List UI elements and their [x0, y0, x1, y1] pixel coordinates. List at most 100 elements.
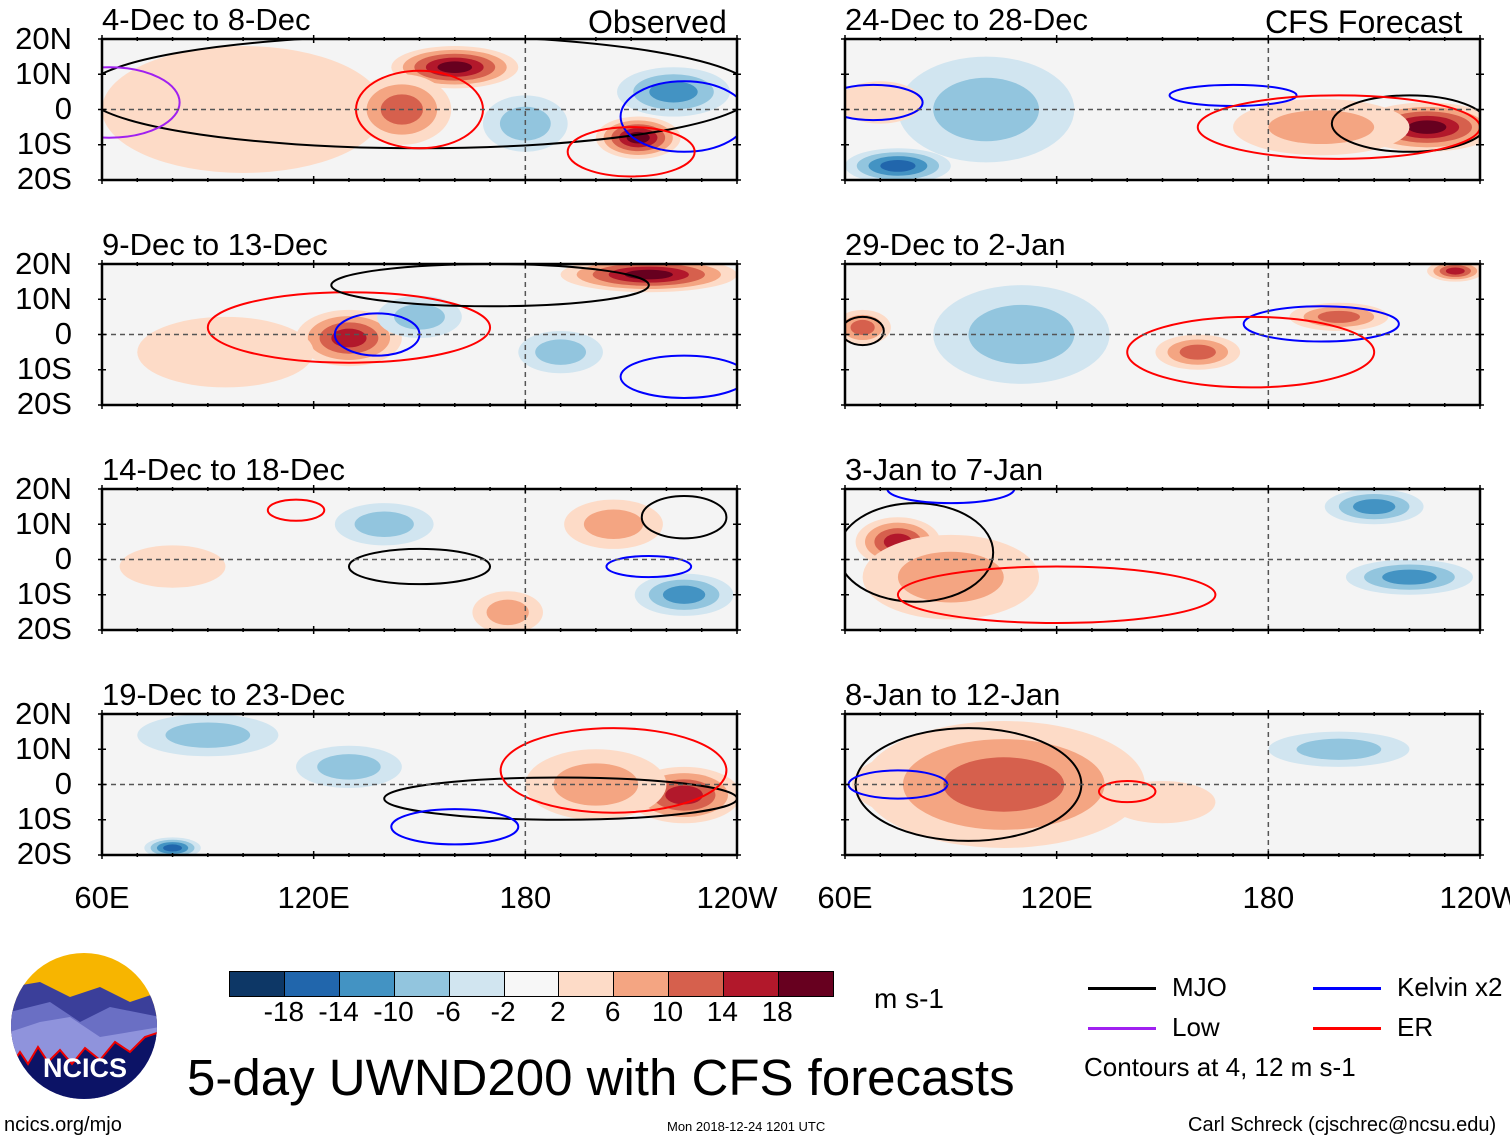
panel-title: 24-Dec to 28-Dec	[845, 2, 1088, 37]
colorbar-tick-label: -10	[373, 996, 414, 1027]
colorbar-swatch	[614, 972, 670, 996]
panel-title: 8-Jan to 12-Jan	[845, 677, 1061, 712]
lon-label: 180	[499, 880, 552, 915]
map-panel	[841, 485, 1484, 634]
colorbar-tick-label: 14	[706, 996, 738, 1027]
lat-label: 20N	[15, 21, 72, 56]
er-contour	[1098, 779, 1157, 804]
colorbar-swatch	[284, 972, 340, 996]
lat-label: 20S	[16, 836, 72, 871]
mjo-contour	[640, 495, 728, 540]
er-contour	[206, 291, 492, 364]
kelvin-contour	[619, 80, 737, 153]
panel-title: 9-Dec to 13-Dec	[102, 227, 328, 262]
legend-label: Kelvin x2	[1397, 972, 1503, 1002]
colorbar-swatch	[669, 972, 725, 996]
panel-title: 3-Jan to 7-Jan	[845, 452, 1044, 487]
colorbar-tick-label: -6	[435, 996, 461, 1027]
legend-line-mjo	[1088, 987, 1156, 990]
wind-anomaly-region	[649, 81, 698, 103]
mjo-contour	[1330, 94, 1480, 153]
lon-label: 120E	[1020, 880, 1093, 915]
map-panel	[841, 35, 1484, 184]
mjo-contour	[845, 315, 885, 347]
colorbar-tick-label: -14	[318, 996, 359, 1027]
map-panel	[98, 710, 741, 859]
wind-anomaly-region	[933, 77, 1040, 142]
footer-url[interactable]: ncics.org/mjo	[4, 1114, 122, 1136]
colorbar-tick-label: 6	[604, 996, 621, 1027]
legend-label: Low	[1172, 1012, 1220, 1042]
lon-label: 180	[1242, 880, 1295, 915]
lat-label: 10S	[16, 351, 72, 386]
low-contour	[102, 66, 181, 139]
mjo-contour	[347, 547, 492, 586]
legend-line-low	[1088, 1027, 1156, 1030]
wind-anomaly-region	[1296, 738, 1382, 760]
lat-label: 20N	[15, 696, 72, 731]
wind-anomaly-region	[119, 545, 226, 588]
kelvin-contour	[845, 83, 924, 122]
wind-anomaly-region	[553, 763, 639, 806]
lon-label: 120W	[696, 880, 778, 915]
kelvin-contour	[605, 554, 693, 579]
wind-anomaly-region	[1445, 267, 1465, 275]
observed-column-label: Observed	[588, 4, 727, 40]
er-contour	[1196, 94, 1480, 160]
colorbar-tick-label: -18	[263, 996, 305, 1027]
map-panel	[98, 485, 741, 634]
wind-anomaly-region	[1109, 780, 1216, 824]
legend-label: ER	[1397, 1012, 1434, 1042]
lat-label: 10S	[16, 801, 72, 836]
colorbar-tick-label: 2	[550, 996, 566, 1027]
wind-anomaly-region	[163, 844, 182, 852]
wind-anomaly-region	[165, 722, 251, 748]
map-panel	[841, 260, 1484, 409]
wind-anomaly-region	[943, 757, 1065, 812]
lat-label: 20S	[16, 611, 72, 646]
kelvin-contour	[886, 489, 1016, 505]
colorbar-swatch	[339, 972, 395, 996]
wind-anomaly-region	[665, 785, 703, 805]
colorbar-swatch	[230, 972, 285, 996]
colorbar-tick-label: 10	[651, 996, 684, 1027]
mjo-contour	[845, 502, 995, 603]
colorbar	[229, 971, 834, 997]
logo-text: NCICS	[43, 1053, 127, 1083]
wind-anomaly-region	[662, 585, 706, 604]
wind-anomaly-region	[897, 551, 1004, 603]
er-contour	[896, 565, 1217, 624]
wind-anomaly-region	[880, 160, 916, 172]
colorbar-unit: m s-1	[874, 983, 944, 1014]
colorbar-tick-label: -2	[490, 996, 516, 1027]
legend-line-kelvin	[1313, 987, 1381, 990]
legend-label: MJO	[1172, 972, 1227, 1002]
wind-anomaly-region	[583, 509, 644, 540]
wind-anomaly-region	[317, 754, 381, 780]
wind-anomaly-region	[535, 339, 587, 365]
lat-label: 20N	[15, 471, 72, 506]
er-contour	[566, 126, 696, 178]
lat-label: 0	[54, 91, 72, 126]
kelvin-contour	[619, 354, 737, 399]
wind-anomaly-region	[968, 304, 1075, 365]
lon-label: 60E	[817, 880, 873, 915]
er-contour	[1126, 315, 1376, 389]
lat-label: 0	[54, 541, 72, 576]
panel-title: 4-Dec to 8-Dec	[102, 2, 311, 37]
forecast-column-label: CFS Forecast	[1265, 4, 1463, 40]
colorbar-swatch	[504, 972, 560, 996]
colorbar-swatch	[559, 972, 615, 996]
footer-timestamp: Mon 2018-12-24 1201 UTC	[667, 1119, 826, 1134]
lat-label: 20S	[16, 161, 72, 196]
legend-note: Contours at 4, 12 m s-1	[1084, 1052, 1356, 1082]
er-contour	[266, 498, 326, 522]
lat-label: 10S	[16, 126, 72, 161]
kelvin-contour	[1242, 305, 1400, 343]
lat-label: 10N	[15, 731, 72, 766]
wind-anomaly-region	[1179, 344, 1216, 360]
wind-anomaly-region	[1317, 310, 1361, 323]
ncics-logo: NCICS	[11, 953, 157, 1099]
kelvin-contour	[390, 808, 520, 846]
